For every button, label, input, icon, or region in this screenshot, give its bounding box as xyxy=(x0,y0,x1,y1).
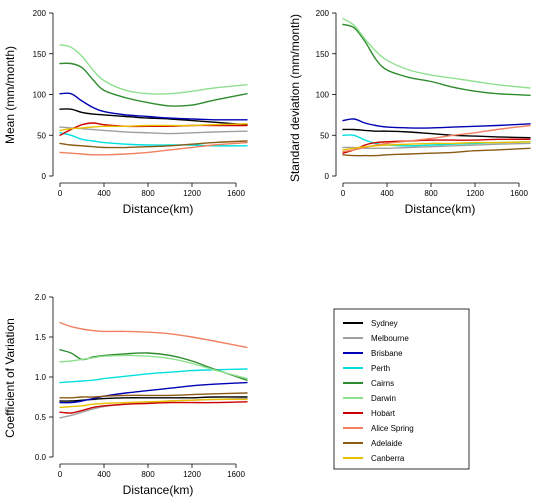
cv-series-adelaide xyxy=(59,392,248,399)
cv-chart: 0.0 0.5 1.0 1.5 2.0 0 400 800 1200 1600 Coefficie… xyxy=(3,293,248,497)
std-series-canberra xyxy=(342,141,531,151)
cv-series-canberra xyxy=(59,398,248,409)
cv-x-tick-label: 1600 xyxy=(227,470,245,479)
mean-x-tick-label: 0 xyxy=(58,189,63,198)
std-x-tick-label: 1200 xyxy=(466,189,484,198)
std-y-tick-label: 50 xyxy=(320,131,329,140)
std-x-tick-label: 1600 xyxy=(510,189,528,198)
cv-x-axis-title: Distance(km) xyxy=(123,483,194,497)
mean-x-tick-label: 400 xyxy=(97,189,111,198)
std-dev-chart: 0 50 100 150 200 0 400 800 1200 1600 Standard dev… xyxy=(288,9,531,216)
cv-y-axis-title: Coefficient of Variation xyxy=(3,318,17,438)
mean-series-alice-spring xyxy=(59,141,248,156)
legend-label: Canberra xyxy=(371,454,405,463)
cv-x-tick-label: 1200 xyxy=(183,470,201,479)
mean-x-axis-title: Distance(km) xyxy=(123,202,194,216)
cv-series-lines xyxy=(59,321,248,419)
std-series-adelaide xyxy=(342,147,531,157)
legend-label: Sydney xyxy=(371,319,398,328)
legend: Sydney Melbourne Brisbane Perth Cairns Darwin… xyxy=(333,308,470,470)
legend-label: Alice Spring xyxy=(371,424,414,433)
mean-series-brisbane xyxy=(59,92,248,121)
mean-y-axis-title: Mean (mm/month) xyxy=(3,46,17,144)
mean-y-tick-label: 0 xyxy=(42,172,47,181)
mean-y-tick-label: 200 xyxy=(33,9,47,18)
cv-y-tick-label: 0.5 xyxy=(35,413,47,422)
std-x-tick-label: 800 xyxy=(424,189,438,198)
std-series-alice-spring xyxy=(342,124,531,153)
mean-series-adelaide xyxy=(59,140,248,149)
mean-x-tick-label: 1200 xyxy=(183,189,201,198)
mean-x-tick-label: 800 xyxy=(141,189,155,198)
std-y-tick-label: 200 xyxy=(316,9,330,18)
legend-label: Hobart xyxy=(371,409,396,418)
legend-label: Melbourne xyxy=(371,334,409,343)
cv-series-darwin xyxy=(59,354,248,380)
std-series-brisbane xyxy=(342,118,531,129)
cv-y-tick-label: 0.0 xyxy=(35,453,47,462)
cv-series-cairns xyxy=(59,349,248,381)
cv-series-sydney xyxy=(59,396,248,402)
cv-y-tick-label: 1.5 xyxy=(35,333,47,342)
mean-x-tick-label: 1600 xyxy=(227,189,245,198)
legend-items: Sydney Melbourne Brisbane Perth Cairns Darwin… xyxy=(343,319,414,463)
mean-series-lines xyxy=(59,44,248,156)
std-series-cairns xyxy=(342,23,531,96)
std-series-sydney xyxy=(342,128,531,139)
mean-series-perth xyxy=(59,132,248,147)
cv-y-tick-label: 2.0 xyxy=(35,293,47,302)
std-y-tick-label: 100 xyxy=(316,91,330,100)
std-axes: 0 50 100 150 200 0 400 800 1200 1600 xyxy=(316,9,529,198)
mean-series-cairns xyxy=(59,62,248,107)
mean-y-tick-label: 50 xyxy=(37,131,46,140)
mean-y-tick-label: 150 xyxy=(33,50,47,59)
legend-label: Perth xyxy=(371,364,390,373)
mean-axes: 0 50 100 150 200 0 400 800 1200 1600 xyxy=(33,9,246,198)
std-y-tick-label: 0 xyxy=(325,172,330,181)
legend-label: Adelaide xyxy=(371,439,403,448)
cv-series-perth xyxy=(59,368,248,384)
legend-label: Darwin xyxy=(371,394,396,403)
cv-series-alice-spring xyxy=(59,321,248,349)
cv-x-tick-label: 800 xyxy=(141,470,155,479)
mean-y-tick-label: 100 xyxy=(33,91,47,100)
mean-series-darwin xyxy=(59,44,248,95)
cv-series-brisbane xyxy=(59,381,248,404)
std-series-lines xyxy=(342,18,531,157)
cv-series-hobart xyxy=(59,401,248,414)
mean-chart: 0 50 100 150 200 0 400 800 1200 1600 Mean (mm/mon… xyxy=(3,9,248,216)
legend-label: Cairns xyxy=(371,379,394,388)
std-x-tick-label: 0 xyxy=(341,189,346,198)
cv-axes: 0.0 0.5 1.0 1.5 2.0 0 400 800 1200 1600 xyxy=(35,293,246,479)
std-x-axis-title: Distance(km) xyxy=(405,202,476,216)
std-y-axis-title: Standard deviation (mm/month) xyxy=(288,14,302,182)
std-y-tick-label: 150 xyxy=(316,50,330,59)
std-series-darwin xyxy=(342,18,531,89)
mean-series-sydney xyxy=(59,108,248,126)
cv-x-tick-label: 400 xyxy=(97,470,111,479)
mean-series-canberra xyxy=(59,123,248,132)
cv-x-tick-label: 0 xyxy=(58,470,63,479)
legend-label: Brisbane xyxy=(371,349,403,358)
cv-y-tick-label: 1.0 xyxy=(35,373,47,382)
std-x-tick-label: 400 xyxy=(380,189,394,198)
